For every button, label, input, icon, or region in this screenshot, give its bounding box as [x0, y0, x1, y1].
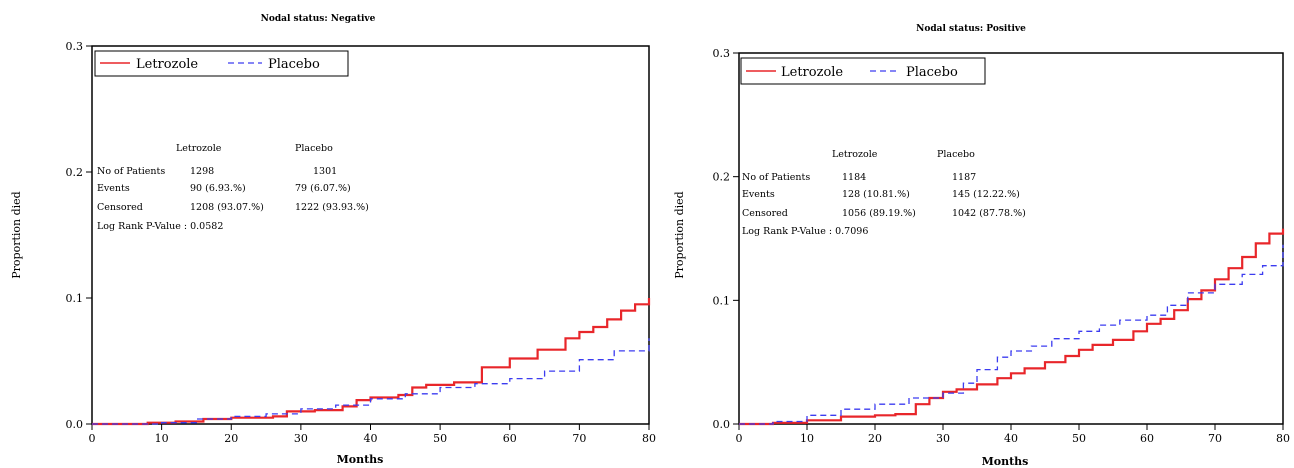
series-layer — [739, 228, 1285, 426]
legend-label-letrozole: Letrozole — [781, 65, 843, 80]
stats-row-label: Censored — [742, 208, 788, 219]
x-axis: 0 10 20 30 40 50 60 70 80 — [89, 424, 656, 445]
stats-footer: Log Rank P-Value : 0.0582 — [97, 221, 223, 232]
stats-cell: 1222 (93.93.%) — [295, 202, 369, 213]
stats-cell: 145 (12.22.%) — [952, 189, 1020, 200]
x-tick-label: 30 — [294, 432, 308, 445]
legend-label-placebo: Placebo — [268, 57, 320, 72]
y-axis: 0.0 0.1 0.2 0.3 — [66, 40, 92, 431]
x-tick-label: 10 — [800, 432, 814, 445]
x-tick-label: 50 — [433, 432, 447, 445]
legend-label-placebo: Placebo — [906, 65, 958, 80]
chart-panel-negative: Nodal status: Negative 0 10 20 30 40 50 60 70 80… — [10, 14, 656, 466]
x-tick-label: 60 — [503, 432, 517, 445]
y-tick-label: 0.2 — [713, 171, 731, 184]
stats-table: Letrozole Placebo No of Patients 1184 11… — [742, 149, 1026, 237]
stats-cell: 1301 — [313, 166, 337, 177]
y-tick-label: 0.1 — [66, 292, 84, 305]
x-tick-label: 20 — [224, 432, 238, 445]
legend: Letrozole Placebo — [94, 50, 349, 77]
y-tick-label: 0.3 — [66, 40, 84, 53]
chart-title: Nodal status: Negative — [261, 14, 376, 24]
y-tick-label: 0.0 — [713, 418, 731, 431]
x-tick-label: 30 — [936, 432, 950, 445]
stats-footer: Log Rank P-Value : 0.7096 — [742, 226, 868, 237]
stats-header-letrozole: Letrozole — [832, 149, 878, 160]
plot-frame — [738, 52, 1284, 425]
legend-label-letrozole: Letrozole — [136, 57, 198, 72]
stats-row-label: Events — [97, 183, 130, 194]
x-tick-label: 60 — [1140, 432, 1154, 445]
y-tick-label: 0.1 — [713, 294, 731, 307]
stats-cell: 1056 (89.19.%) — [842, 208, 916, 219]
y-axis-label: Proportion died — [10, 191, 23, 278]
chart-panel-positive: Nodal status: Positive 0 10 20 30 40 50 60 70 80… — [660, 0, 1294, 468]
y-tick-label: 0.3 — [713, 47, 731, 60]
x-tick-label: 20 — [868, 432, 882, 445]
x-axis: 0 10 20 30 40 50 60 70 80 — [736, 424, 1290, 445]
stats-cell: 79 (6.07.%) — [295, 183, 351, 194]
x-tick-label: 80 — [642, 432, 656, 445]
stats-header-placebo: Placebo — [295, 143, 333, 154]
x-tick-label: 40 — [1004, 432, 1018, 445]
stats-row-label: No of Patients — [742, 172, 810, 183]
stats-cell: 1187 — [952, 172, 976, 183]
series-line-letrozole — [739, 228, 1285, 426]
stats-cell: 1208 (93.07.%) — [190, 202, 264, 213]
series-layer — [92, 298, 651, 426]
stats-cell: 1042 (87.78.%) — [952, 208, 1026, 219]
stats-row-label: Events — [742, 189, 775, 200]
stats-cell: 1298 — [190, 166, 214, 177]
legend-box — [740, 57, 986, 85]
x-tick-label: 10 — [155, 432, 169, 445]
stats-header-letrozole: Letrozole — [176, 143, 222, 154]
x-tick-label: 50 — [1072, 432, 1086, 445]
km-chart-positive: Nodal status: Positive 0 10 20 30 40 50 60 70 80… — [673, 24, 1290, 468]
x-tick-label: 70 — [572, 432, 586, 445]
legend-box — [94, 50, 349, 77]
stats-cell: 1184 — [842, 172, 866, 183]
legend: Letrozole Placebo — [740, 57, 986, 85]
stats-row-label: Censored — [97, 202, 143, 213]
stats-cell: 90 (6.93.%) — [190, 183, 246, 194]
y-axis-label: Proportion died — [673, 191, 686, 278]
plot-frame — [91, 45, 650, 425]
x-tick-label: 0 — [736, 432, 743, 445]
km-chart-negative: Nodal status: Negative 0 10 20 30 40 50 60 70 80… — [10, 14, 656, 466]
stats-row-label: No of Patients — [97, 166, 165, 177]
stats-table: Letrozole Placebo No of Patients 1298 13… — [97, 143, 369, 232]
y-tick-label: 0.0 — [66, 418, 84, 431]
series-line-placebo — [92, 338, 650, 425]
x-tick-label: 70 — [1208, 432, 1222, 445]
stats-cell: 128 (10.81.%) — [842, 189, 910, 200]
x-axis-label: Months — [337, 453, 384, 466]
x-tick-label: 0 — [89, 432, 96, 445]
series-line-placebo — [739, 244, 1284, 425]
x-tick-label: 40 — [364, 432, 378, 445]
x-axis-label: Months — [982, 455, 1029, 468]
y-tick-label: 0.2 — [66, 166, 84, 179]
chart-title: Nodal status: Positive — [916, 24, 1026, 34]
stats-header-placebo: Placebo — [937, 149, 975, 160]
x-tick-label: 80 — [1276, 432, 1290, 445]
y-axis: 0.0 0.1 0.2 0.3 — [713, 47, 739, 431]
